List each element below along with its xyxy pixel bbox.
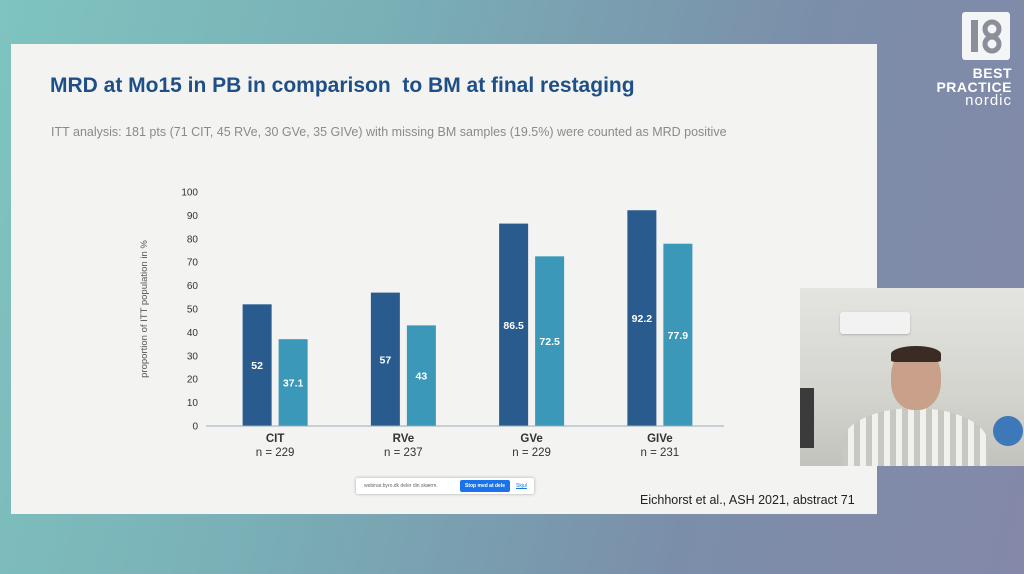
share-bar-text: webinar.byro.dk deler din skærm. (364, 483, 438, 489)
y-tick-label: 50 (187, 305, 199, 316)
bar-gve-series-1 (499, 223, 529, 426)
x-category-label: GIVe (647, 433, 673, 445)
bar-value-label: 72.5 (539, 336, 560, 348)
bar-give-series-2 (663, 243, 693, 426)
slide-subtitle: ITT analysis: 181 pts (71 CIT, 45 RVe, 3… (51, 125, 727, 139)
slide-title: MRD at Mo15 in PB in comparison to BM at… (50, 74, 635, 97)
bar-cit-series-2 (278, 339, 308, 426)
presenter-webcam (800, 288, 1024, 466)
bar-give-series-1 (627, 210, 657, 426)
bar-value-label: 86.5 (503, 320, 524, 332)
x-axis: CIT n = 229 RVe n = 237 GVe n = 229 GIVe n = 23… (206, 425, 724, 459)
x-category-n: n = 237 (384, 447, 423, 459)
bar-cit-series-1 (242, 304, 272, 426)
y-tick-label: 30 (187, 351, 199, 362)
bar-gve-series-2 (535, 256, 565, 426)
y-tick-label: 40 (187, 328, 199, 339)
x-category-label: RVe (393, 433, 415, 445)
presenter-hair (891, 346, 941, 362)
x-category-n: n = 229 (512, 447, 551, 459)
citation: Eichhorst et al., ASH 2021, abstract 71 (640, 493, 855, 507)
bars: 52 37.1 57 43 86.5 72.5 92.2 77.9 (242, 210, 693, 426)
stop-sharing-button[interactable]: Stop med at dele (460, 480, 511, 492)
y-tick-label: 70 (187, 258, 199, 269)
hide-share-bar-link[interactable]: Skjul (516, 483, 527, 489)
presenter-torso (842, 408, 988, 466)
brand-line-3: nordic (965, 92, 1012, 109)
bar-rve-series-2 (406, 325, 436, 426)
bar-value-label: 37.1 (283, 378, 304, 390)
y-tick-label: 0 (192, 422, 198, 433)
presentation-slide: MRD at Mo15 in PB in comparison to BM at… (11, 44, 877, 514)
air-conditioner (840, 312, 910, 334)
bar-value-label: 77.9 (668, 330, 689, 342)
y-tick-label: 100 (181, 188, 198, 199)
x-category-label: GVe (520, 433, 542, 445)
bar-value-label: 43 (416, 371, 428, 383)
y-tick-label: 20 (187, 375, 199, 386)
x-category-n: n = 231 (641, 447, 680, 459)
y-axis-label: proportion of ITT population in % (139, 240, 150, 378)
brand-line-1: BEST (972, 65, 1012, 81)
y-tick-label: 10 (187, 398, 199, 409)
y-axis: 0 10 20 30 40 50 60 70 80 90 100 (181, 188, 198, 433)
y-tick-label: 60 (187, 281, 199, 292)
y-tick-label: 80 (187, 234, 199, 245)
screen-share-bar: webinar.byro.dk deler din skærm. Stop me… (356, 478, 534, 494)
bar-value-label: 57 (380, 354, 392, 366)
bar-value-label: 52 (251, 360, 263, 372)
brand-line-2: PRACTICE (936, 79, 1012, 95)
best-practice-logo-icon (962, 12, 1010, 60)
background-door (800, 388, 814, 448)
bar-rve-series-1 (370, 292, 400, 426)
y-tick-label: 90 (187, 211, 199, 222)
bar-chart: 0 10 20 30 40 50 60 70 80 90 100 52 37.1 57 43 86.5 72.… (139, 188, 724, 459)
x-category-n: n = 229 (256, 447, 295, 459)
x-category-label: CIT (266, 433, 285, 445)
globe-icon (993, 416, 1023, 446)
bar-value-label: 92.2 (632, 313, 653, 325)
brand-name: BEST PRACTICE nordic (936, 66, 1012, 108)
